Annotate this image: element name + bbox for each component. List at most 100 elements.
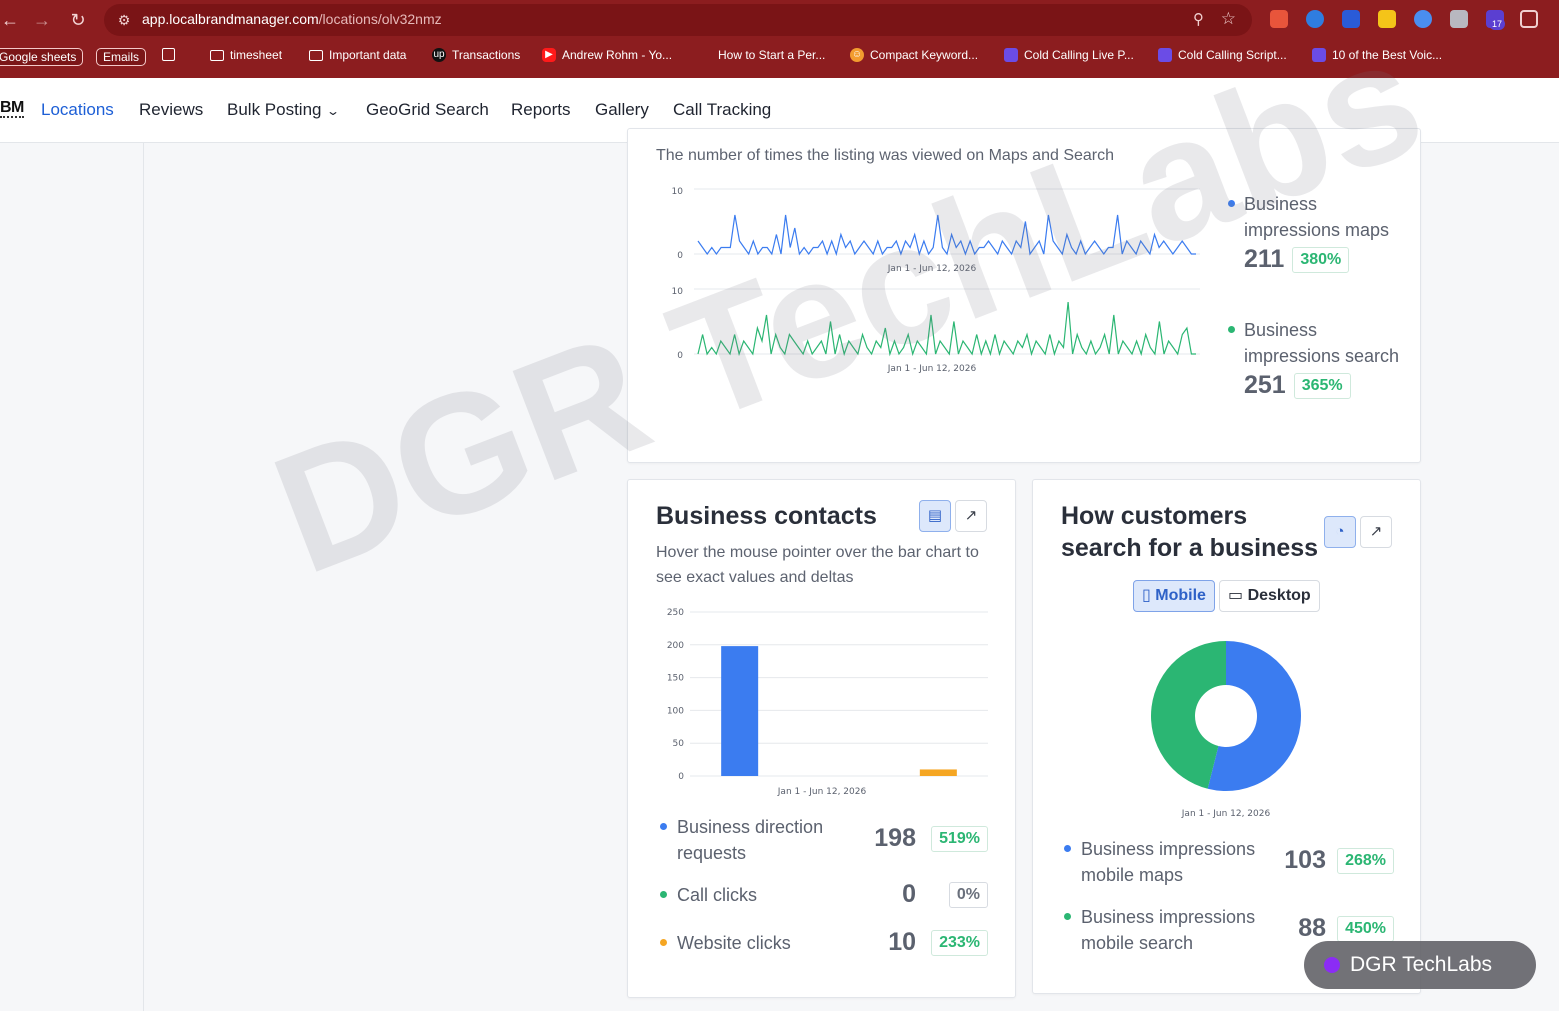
slice-business-impressions-mobile-maps[interactable]: [1207, 641, 1301, 791]
extension-icon[interactable]: [1270, 10, 1288, 28]
bookmarks-bar: Google sheets Emails timesheet Important…: [0, 42, 1559, 72]
y-tick-label: 10: [672, 287, 684, 297]
smile-icon: ☺: [850, 48, 864, 62]
bookmark-important-data[interactable]: Important data: [309, 48, 406, 62]
nav-geogrid-search[interactable]: GeoGrid Search: [366, 100, 489, 119]
x-axis-date-label: Jan 1 - Jun 12, 2026: [887, 364, 977, 374]
extension-icon[interactable]: [1414, 10, 1432, 28]
nav-locations[interactable]: Locations: [41, 100, 114, 119]
nav-reports[interactable]: Reports: [511, 100, 571, 119]
contacts-bar-chart[interactable]: 0 50 100 150 200 250 Jan 1 - Jun 12, 2026: [648, 602, 998, 807]
site-settings-icon[interactable]: ⚙: [117, 12, 131, 28]
youtube-icon: ▶: [542, 48, 556, 62]
line-chart-toggle-icon[interactable]: ↗: [1360, 516, 1392, 548]
x-axis-date-label: Jan 1 - Jun 12, 2026: [777, 787, 867, 797]
legend-label: Business impressions maps: [1244, 194, 1390, 240]
bookmark-transactions[interactable]: up Transactions: [432, 48, 521, 62]
chevron-down-icon: ⌄: [325, 104, 340, 118]
bookmark-emails[interactable]: Emails: [96, 48, 147, 66]
contacts-legend: Business direction requests 198 519% Cal…: [658, 814, 988, 970]
nav-bulk-posting-label: Bulk Posting: [227, 100, 322, 119]
extension-icon[interactable]: [1306, 10, 1324, 28]
upwork-icon: up: [432, 48, 446, 62]
nav-call-tracking[interactable]: Call Tracking: [673, 100, 772, 119]
nav-gallery[interactable]: Gallery: [595, 100, 649, 119]
legend-row: Call clicks 0 0%: [658, 880, 988, 930]
search-impressions-line-chart[interactable]: 10 0 Jan 1 - Jun 12, 2026: [656, 281, 1216, 381]
legend-row: Website clicks 10 233%: [658, 928, 988, 970]
delta-badge: 519%: [931, 826, 988, 852]
line-chart-toggle-icon[interactable]: ↗: [955, 500, 987, 532]
desktop-icon: ▭: [1228, 587, 1244, 604]
extensions-tray: [1262, 6, 1552, 34]
url-path: /locations/olv32nmz: [318, 11, 442, 27]
bookmark-cold-calling-live[interactable]: Cold Calling Live P...: [1004, 48, 1134, 62]
legend-dot-blue: [660, 823, 667, 830]
segment-mobile[interactable]: ▯ Mobile: [1133, 580, 1215, 612]
mobile-search-donut-chart[interactable]: Jan 1 - Jun 12, 2026: [1136, 630, 1316, 825]
legend-row: Business direction requests 198 519%: [658, 814, 988, 870]
apps-grid-icon[interactable]: [162, 48, 175, 61]
extension-icon[interactable]: [1342, 10, 1360, 28]
bookmark-compact-keyword[interactable]: ☺ Compact Keyword...: [850, 48, 979, 62]
bar-business-direction-requests[interactable]: [721, 646, 759, 776]
delta-badge: 365%: [1293, 372, 1351, 399]
customer-search-legend: Business impressions mobile maps 103 268…: [1062, 836, 1394, 964]
url-text[interactable]: app.localbrandmanager.com/locations/olv3…: [142, 11, 442, 27]
reload-icon[interactable]: ↻: [70, 10, 86, 30]
card-title: Business contacts: [656, 502, 877, 530]
maps-impressions-line-chart[interactable]: 10 0 Jan 1 - Jun 12, 2026: [656, 181, 1216, 281]
y-tick-label: 250: [667, 608, 684, 618]
folder-icon: [210, 49, 224, 61]
extension-icon[interactable]: [1378, 10, 1396, 28]
nav-reviews[interactable]: Reviews: [139, 100, 204, 119]
impressions-card: The number of times the listing was view…: [627, 128, 1421, 463]
delta-badge: 268%: [1337, 848, 1394, 874]
pie-chart-toggle-icon[interactable]: ◔: [1324, 516, 1356, 548]
folder-icon: [309, 49, 323, 61]
bookmark-cold-calling-script[interactable]: Cold Calling Script...: [1158, 48, 1287, 62]
extension-badge: 17: [1489, 18, 1506, 30]
legend-value: 198: [874, 824, 916, 852]
bar-website-clicks[interactable]: [919, 769, 957, 776]
y-tick-label: 150: [667, 674, 684, 684]
legend-dot-blue: [1228, 200, 1235, 207]
sidebar-divider: [143, 143, 144, 1011]
legend-dot-green: [1064, 913, 1071, 920]
impressions-subtitle: The number of times the listing was view…: [656, 147, 1115, 164]
badge-dot-icon: [1324, 957, 1340, 973]
watermark-badge: DGR TechLabs: [1304, 941, 1536, 989]
bookmark-star-icon[interactable]: ☆: [1220, 9, 1236, 28]
nav-bulk-posting[interactable]: Bulk Posting ⌄: [227, 100, 340, 120]
y-tick-label: 0: [677, 251, 683, 261]
bookmark-google-sheets[interactable]: Google sheets: [0, 48, 84, 66]
legend-dot-green: [660, 891, 667, 898]
delta-badge: 380%: [1292, 246, 1350, 273]
puzzle-icon: [1158, 48, 1172, 62]
slice-business-impressions-mobile-search[interactable]: [1151, 641, 1226, 789]
puzzle-icon: [1312, 48, 1326, 62]
bookmark-timesheet[interactable]: timesheet: [210, 48, 282, 62]
y-tick-label: 200: [667, 641, 684, 651]
address-bar[interactable]: ⚙ app.localbrandmanager.com/locations/ol…: [104, 4, 1252, 36]
bar-chart-toggle-icon[interactable]: ▤: [919, 500, 951, 532]
bookmark-how-to-start[interactable]: How to Start a Per...: [718, 48, 826, 62]
back-icon[interactable]: ←: [1, 10, 19, 30]
zoom-icon[interactable]: ⚲: [1193, 11, 1204, 28]
bookmark-andrew-rohm[interactable]: ▶ Andrew Rohm - Yo...: [542, 48, 672, 62]
brand-logo[interactable]: BM: [0, 99, 24, 118]
delta-badge: 233%: [931, 930, 988, 956]
bar-chart-bars: [721, 646, 957, 776]
forward-icon[interactable]: →: [33, 10, 51, 30]
browser-toolbar: ← → ↻ ⚙ app.localbrandmanager.com/locati…: [0, 0, 1559, 78]
mobile-icon: ▯: [1142, 587, 1151, 604]
bookmark-best-voice[interactable]: 10 of the Best Voic...: [1312, 48, 1442, 62]
legend-value: 10: [888, 928, 916, 956]
search-series-line: [697, 301, 1196, 357]
camera-extension-icon[interactable]: [1450, 10, 1468, 28]
segment-desktop[interactable]: ▭ Desktop: [1219, 580, 1320, 612]
bar-chart-grid: 0 50 100 150 200 250: [667, 608, 988, 782]
legend-value: 103: [1284, 846, 1326, 874]
puzzle-icon[interactable]: [1520, 10, 1538, 28]
legend-dot-orange: [660, 939, 667, 946]
